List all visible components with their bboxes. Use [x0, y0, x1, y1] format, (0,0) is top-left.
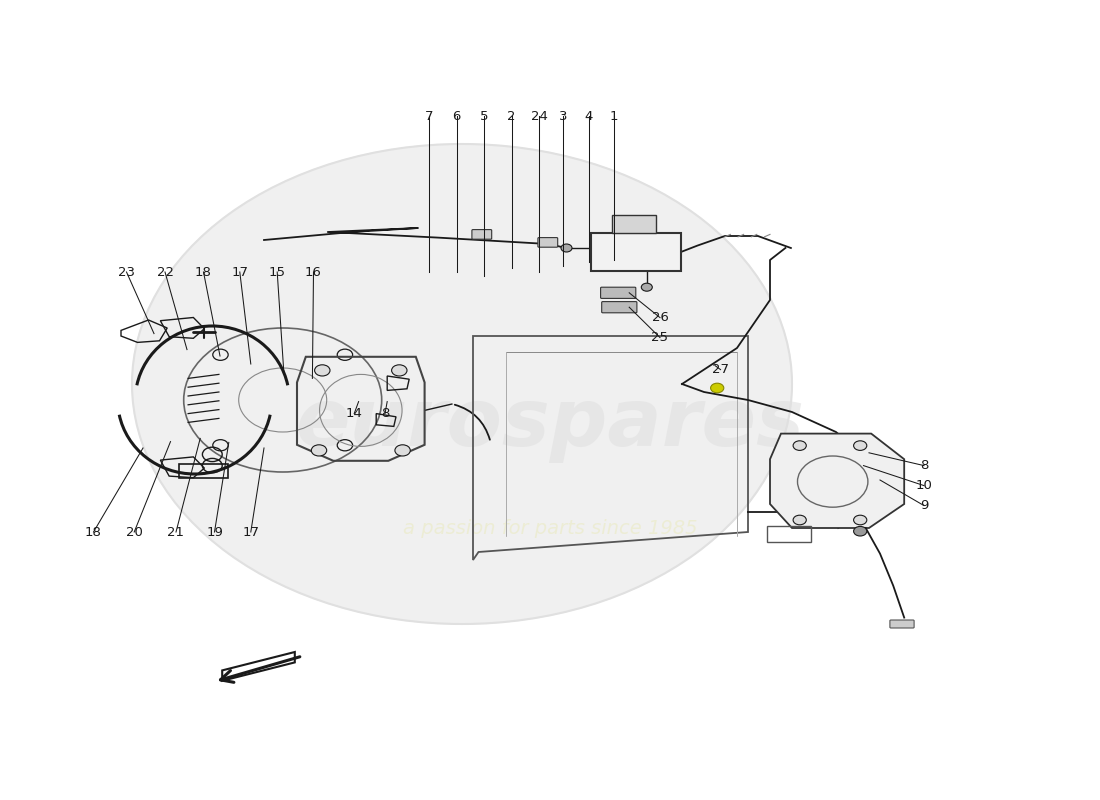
- Text: 22: 22: [156, 266, 174, 278]
- Text: 5: 5: [480, 110, 488, 122]
- Text: 10: 10: [915, 479, 933, 492]
- Text: 3: 3: [559, 110, 568, 122]
- Text: 17: 17: [231, 266, 249, 278]
- Text: a passion for parts since 1985: a passion for parts since 1985: [403, 518, 697, 538]
- Text: 23: 23: [118, 266, 135, 278]
- Circle shape: [392, 365, 407, 376]
- Circle shape: [641, 283, 652, 291]
- Circle shape: [793, 515, 806, 525]
- Text: 18: 18: [85, 526, 102, 538]
- Circle shape: [311, 445, 327, 456]
- Text: eurospares: eurospares: [296, 385, 804, 463]
- Circle shape: [793, 441, 806, 450]
- Text: 8: 8: [381, 407, 389, 420]
- Text: 25: 25: [651, 331, 669, 344]
- Text: 14: 14: [345, 407, 363, 420]
- Polygon shape: [770, 434, 904, 528]
- Circle shape: [395, 445, 410, 456]
- Text: 2: 2: [507, 110, 516, 122]
- Circle shape: [854, 441, 867, 450]
- Text: 18: 18: [195, 266, 212, 278]
- Circle shape: [132, 144, 792, 624]
- FancyBboxPatch shape: [472, 230, 492, 239]
- Text: 21: 21: [167, 526, 185, 538]
- FancyBboxPatch shape: [601, 287, 636, 298]
- Text: 20: 20: [125, 526, 143, 538]
- FancyBboxPatch shape: [612, 215, 656, 233]
- Text: 15: 15: [268, 266, 286, 278]
- FancyBboxPatch shape: [591, 233, 681, 271]
- Text: 17: 17: [242, 526, 260, 538]
- Text: 19: 19: [206, 526, 223, 538]
- FancyBboxPatch shape: [890, 620, 914, 628]
- Text: 16: 16: [305, 266, 322, 278]
- Text: 9: 9: [920, 499, 928, 512]
- FancyBboxPatch shape: [602, 302, 637, 313]
- Text: 6: 6: [452, 110, 461, 122]
- Text: 1: 1: [609, 110, 618, 122]
- Text: 4: 4: [584, 110, 593, 122]
- FancyBboxPatch shape: [538, 238, 558, 247]
- Circle shape: [711, 383, 724, 393]
- Bar: [767, 526, 811, 542]
- Text: 7: 7: [425, 110, 433, 122]
- Circle shape: [854, 526, 867, 536]
- Text: 8: 8: [920, 459, 928, 472]
- Circle shape: [854, 515, 867, 525]
- Text: 24: 24: [530, 110, 548, 122]
- Circle shape: [561, 244, 572, 252]
- Bar: [179, 464, 228, 478]
- Text: 27: 27: [712, 363, 729, 376]
- Text: 26: 26: [651, 311, 669, 324]
- Circle shape: [315, 365, 330, 376]
